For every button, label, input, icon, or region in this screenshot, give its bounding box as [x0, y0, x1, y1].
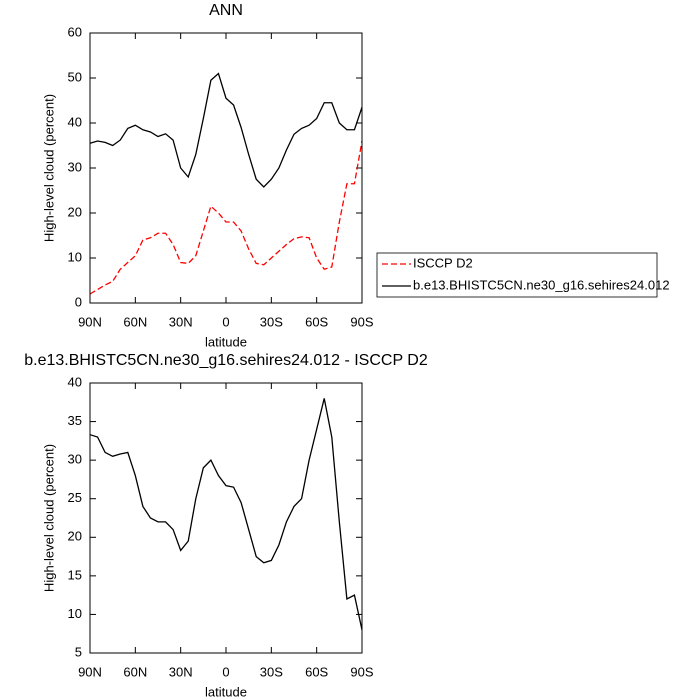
- x-tick-label: 30S: [260, 664, 283, 679]
- x-tick-label: 60N: [123, 314, 147, 329]
- line-series: [89, 72, 363, 188]
- x-tick-label: 90N: [78, 314, 102, 329]
- y-tick-label: 10: [68, 606, 82, 621]
- y-tick-label: 40: [68, 374, 82, 389]
- y-tick-label: 25: [68, 490, 82, 505]
- plot-frame: [89, 32, 363, 304]
- y-tick-label: 40: [68, 114, 82, 129]
- y-tick-label: 60: [68, 24, 82, 39]
- y-axis-label: High-level cloud (percent): [41, 94, 56, 242]
- y-tick-label: 15: [68, 567, 82, 582]
- x-tick-label: 60N: [123, 664, 147, 679]
- x-tick-label: 30S: [260, 314, 283, 329]
- legend-label: b.e13.BHISTC5CN.ne30_g16.sehires24.012: [413, 277, 670, 292]
- x-tick-label: 30N: [169, 314, 193, 329]
- y-tick-label: 10: [68, 249, 82, 264]
- x-axis-label: latitude: [205, 684, 247, 699]
- legend-box: [376, 252, 658, 298]
- plot-frame: [89, 382, 363, 654]
- y-tick-label: 35: [68, 413, 82, 428]
- y-tick-label: 5: [75, 644, 82, 659]
- y-tick-label: 30: [68, 452, 82, 467]
- x-tick-label: 30N: [169, 664, 193, 679]
- y-tick-label: 20: [68, 204, 82, 219]
- y-tick-label: 0: [75, 294, 82, 309]
- x-tick-label: 90S: [350, 314, 373, 329]
- y-tick-label: 20: [68, 529, 82, 544]
- chart-title: ANN: [209, 2, 243, 19]
- line-series: [89, 140, 363, 295]
- y-tick-label: 50: [68, 69, 82, 84]
- x-tick-label: 90S: [350, 664, 373, 679]
- x-tick-label: 60S: [305, 664, 328, 679]
- x-tick-label: 0: [222, 314, 229, 329]
- legend-label: ISCCP D2: [413, 255, 473, 270]
- y-tick-label: 30: [68, 159, 82, 174]
- x-tick-label: 0: [222, 664, 229, 679]
- line-series: [89, 398, 363, 630]
- chart-title: b.e13.BHISTC5CN.ne30_g16.sehires24.012 -…: [24, 352, 428, 369]
- y-axis-label: High-level cloud (percent): [41, 444, 56, 592]
- x-tick-label: 90N: [78, 664, 102, 679]
- x-tick-label: 60S: [305, 314, 328, 329]
- x-axis-label: latitude: [205, 334, 247, 349]
